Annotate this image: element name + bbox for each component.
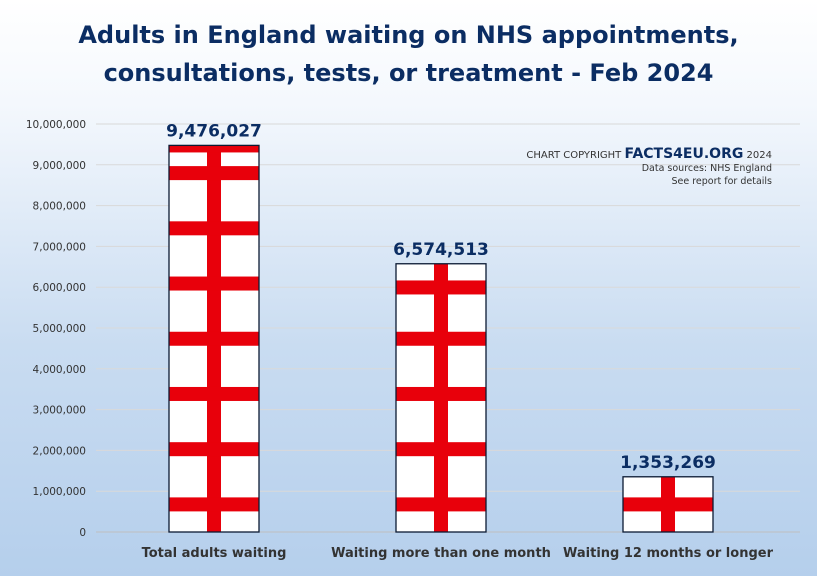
cross-stripe-horizontal: [169, 442, 259, 457]
cross-stripe-horizontal: [396, 442, 486, 457]
cross-stripe-horizontal: [169, 386, 259, 401]
bar-value-label: 6,574,513: [393, 240, 489, 260]
report-note: See report for details: [671, 176, 772, 187]
chart-title: Adults in England waiting on NHS appoint…: [0, 16, 817, 92]
cross-stripe-horizontal: [396, 280, 486, 295]
y-tick-label: 9,000,000: [33, 160, 86, 172]
y-tick-label: 2,000,000: [33, 445, 86, 457]
y-tick-label: 4,000,000: [33, 364, 86, 376]
copyright-year: 2024: [746, 150, 772, 161]
y-tick-label: 5,000,000: [33, 323, 86, 335]
copyright-line: CHART COPYRIGHT FACTS4EU.ORG 2024: [526, 146, 772, 162]
bar-outline: [622, 476, 714, 533]
y-tick-label: 6,000,000: [33, 282, 86, 294]
y-tick-label: 7,000,000: [33, 241, 86, 253]
brand-name: FACTS4EU.ORG: [624, 146, 744, 162]
cross-stripe-horizontal: [396, 386, 486, 401]
cross-stripe-horizontal: [169, 331, 259, 346]
x-category-label: Total adults waiting: [142, 546, 287, 561]
bar-outline: [395, 263, 487, 533]
cross-stripe-horizontal: [169, 221, 259, 236]
y-tick-label: 1,000,000: [33, 486, 86, 498]
copyright-block: CHART COPYRIGHT FACTS4EU.ORG 2024 Data s…: [526, 146, 772, 188]
title-line-1: Adults in England waiting on NHS appoint…: [78, 21, 739, 49]
cross-stripe-horizontal: [169, 166, 259, 181]
cross-stripe-horizontal: [169, 276, 259, 291]
y-tick-label: 0: [79, 527, 86, 539]
y-tick-label: 3,000,000: [33, 405, 86, 417]
cross-stripe-horizontal: [623, 497, 713, 512]
cross-stripe-horizontal: [169, 145, 259, 153]
y-tick-label: 10,000,000: [26, 119, 86, 131]
cross-stripe-horizontal: [396, 331, 486, 346]
x-category-label: Waiting 12 months or longer: [563, 546, 774, 561]
cross-stripe-horizontal: [169, 497, 259, 512]
y-tick-label: 8,000,000: [33, 201, 86, 213]
bar-value-label: 1,353,269: [620, 453, 716, 473]
data-source: Data sources: NHS England: [641, 163, 772, 174]
title-line-2: consultations, tests, or treatment - Feb…: [103, 59, 714, 87]
x-category-label: Waiting more than one month: [331, 546, 551, 561]
bar-outline: [168, 144, 260, 533]
bar-value-label: 9,476,027: [166, 121, 262, 141]
cross-stripe-horizontal: [396, 497, 486, 512]
copyright-prefix: CHART COPYRIGHT: [526, 150, 622, 161]
